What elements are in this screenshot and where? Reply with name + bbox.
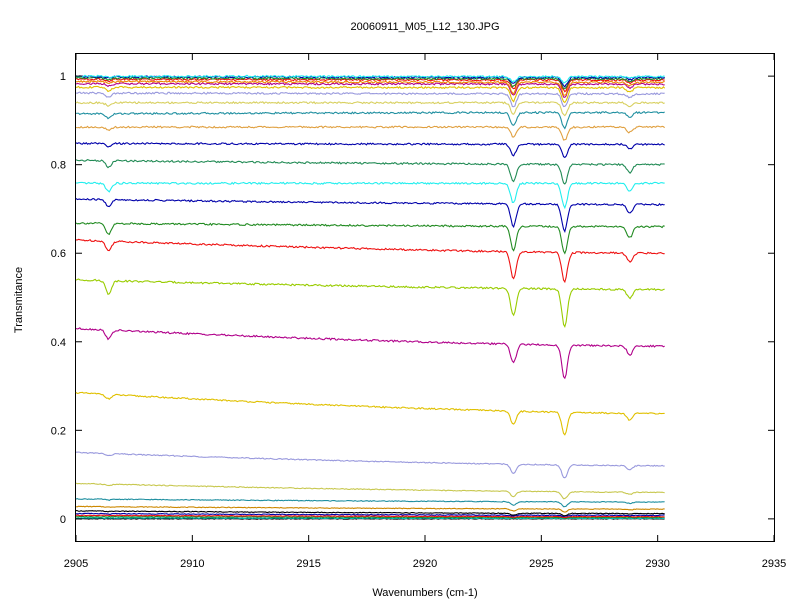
y-tick-label: 1 (60, 71, 66, 83)
spectrum-series-line (75, 510, 665, 517)
x-tick-label: 2910 (180, 558, 204, 570)
x-axis-ticks: 2905 2910 2915 2920 2925 2930 2935 (64, 54, 786, 570)
x-tick-label: 2930 (645, 558, 669, 570)
y-tick-label: 0.2 (51, 425, 66, 437)
spectrum-series-line (75, 79, 665, 96)
spectrum-series-line (75, 85, 666, 104)
spectrum-series-line (75, 221, 665, 255)
spectrum-series-line (75, 514, 665, 519)
spectrum-series-line (75, 142, 665, 159)
x-axis-label: Wavenumbers (cm-1) (372, 587, 477, 599)
spectrum-series-line (75, 391, 665, 436)
y-tick-label: 0.8 (51, 160, 66, 172)
spectrum-series-line (75, 74, 665, 84)
series-layer (75, 74, 666, 520)
y-tick-label: 0 (60, 514, 66, 526)
spectrum-series-line (75, 327, 665, 380)
y-tick-label: 0.6 (51, 248, 66, 260)
y-axis-ticks: 0 0.2 0.4 0.6 0.8 1 (51, 71, 774, 526)
spectrum-series-line (75, 125, 666, 141)
spectrum-series-line (75, 197, 665, 233)
spectrum-series-line (75, 278, 665, 329)
spectrum-series-line (75, 512, 665, 517)
x-tick-label: 2920 (413, 558, 437, 570)
spectrum-series-line (75, 482, 665, 500)
spectrum-series-line (75, 181, 665, 210)
x-tick-label: 2915 (296, 558, 320, 570)
spectrum-series-line (75, 110, 665, 130)
spectrum-series-line (75, 91, 665, 108)
spectrum-series-line (75, 159, 665, 185)
spectrum-series-line (75, 505, 665, 513)
spectrum-series-line (75, 100, 665, 117)
spectrum-series-line (75, 497, 665, 508)
x-tick-label: 2905 (64, 558, 88, 570)
y-tick-label: 0.4 (51, 337, 66, 349)
spectrum-series-line (75, 515, 665, 520)
spectrum-series-line (75, 76, 665, 90)
x-tick-label: 2925 (529, 558, 553, 570)
spectrum-series-line (76, 451, 665, 479)
plot-frame (75, 53, 775, 542)
spectrum-series-line (75, 238, 665, 284)
x-tick-label: 2935 (762, 558, 786, 570)
y-axis-label: Transmitance (13, 267, 25, 333)
spectrum-series-line (75, 77, 665, 93)
chart-title: 20060911_M05_L12_130.JPG (350, 21, 499, 33)
